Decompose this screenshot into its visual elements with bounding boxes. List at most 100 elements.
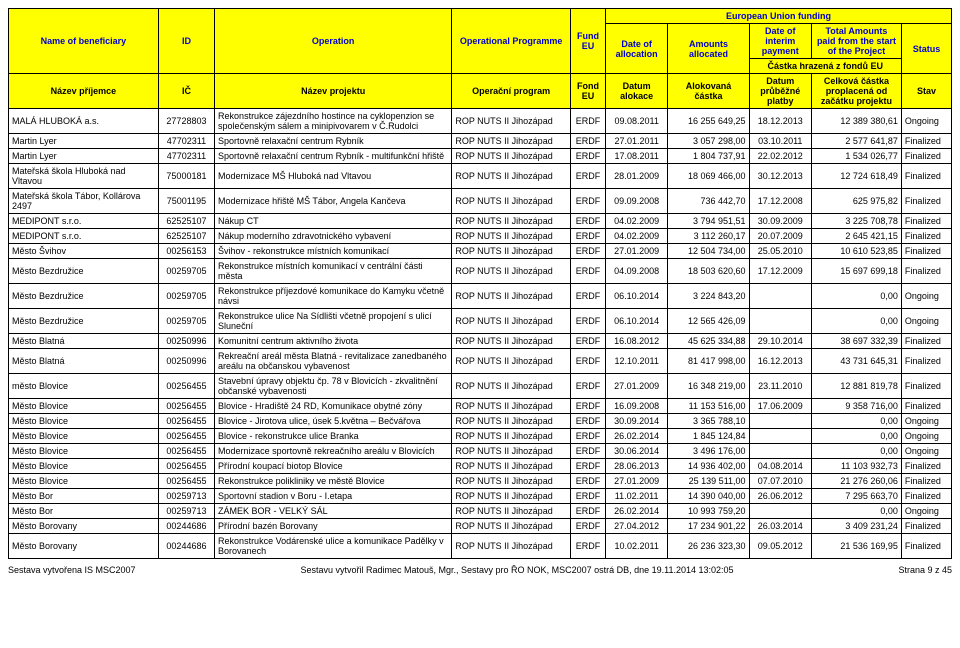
cell-status: Ongoing [901, 444, 951, 459]
cell-operation: Nákup CT [215, 214, 452, 229]
cell-total: 0,00 [811, 309, 901, 334]
cell-operation: Přírodní koupací biotop Blovice [215, 459, 452, 474]
cell-date-alloc: 12.10.2011 [605, 349, 667, 374]
cell-total: 3 409 231,24 [811, 519, 901, 534]
cell-programme: ROP NUTS II Jihozápad [452, 349, 571, 374]
cell-status: Ongoing [901, 504, 951, 519]
cell-date-pay: 09.05.2012 [749, 534, 811, 559]
cell-status: Finalized [901, 474, 951, 489]
cell-amount: 3 496 176,00 [668, 444, 749, 459]
cell-date-pay: 17.06.2009 [749, 399, 811, 414]
cell-programme: ROP NUTS II Jihozápad [452, 414, 571, 429]
cell-id: 62525107 [158, 214, 214, 229]
table-body: MALÁ HLUBOKÁ a.s.27728803Rekonstrukce zá… [9, 109, 952, 559]
cell-amount: 16 348 219,00 [668, 374, 749, 399]
cell-total: 12 389 380,61 [811, 109, 901, 134]
cell-fund: ERDF [570, 134, 605, 149]
cell-date-pay: 25.05.2010 [749, 244, 811, 259]
cell-programme: ROP NUTS II Jihozápad [452, 164, 571, 189]
cell-total: 15 697 699,18 [811, 259, 901, 284]
cell-amount: 81 417 998,00 [668, 349, 749, 374]
cell-fund: ERDF [570, 244, 605, 259]
table-row: Město Bezdružice00259705Rekonstrukce mís… [9, 259, 952, 284]
cell-beneficiary: Město Blovice [9, 399, 159, 414]
cell-beneficiary: Město Blovice [9, 474, 159, 489]
cell-operation: Modernizace hřiště MŠ Tábor, Angela Kanč… [215, 189, 452, 214]
cell-id: 00256455 [158, 459, 214, 474]
cell-fund: ERDF [570, 149, 605, 164]
col-beneficiary-en: Name of beneficiary [9, 9, 159, 74]
table-row: Město Blovice00256455Přírodní koupací bi… [9, 459, 952, 474]
cell-date-pay: 18.12.2013 [749, 109, 811, 134]
cell-status: Finalized [901, 259, 951, 284]
cell-amount: 10 993 759,20 [668, 504, 749, 519]
table-row: MEDIPONT s.r.o.62525107Nákup moderního z… [9, 229, 952, 244]
table-row: Město Borovany00244686Přírodní bazén Bor… [9, 519, 952, 534]
cell-id: 00250996 [158, 334, 214, 349]
cell-status: Finalized [901, 164, 951, 189]
table-row: Město Blovice00256455Rekonstrukce polikl… [9, 474, 952, 489]
cell-amount: 16 255 649,25 [668, 109, 749, 134]
col-programme-en: Operational Programme [452, 9, 571, 74]
cell-status: Finalized [901, 214, 951, 229]
cell-id: 00256153 [158, 244, 214, 259]
table-row: Město Bor00259713ZÁMEK BOR - VELKÝ SÁLRO… [9, 504, 952, 519]
cell-date-pay: 04.08.2014 [749, 459, 811, 474]
cell-operation: Rekreační areál města Blatná - revitaliz… [215, 349, 452, 374]
table-row: Město Bor00259713Sportovní stadion v Bor… [9, 489, 952, 504]
col-id-cz: IČ [158, 74, 214, 109]
cell-date-pay [749, 504, 811, 519]
cell-operation: Sportovně relaxační centrum Rybník - mul… [215, 149, 452, 164]
cell-total: 11 103 932,73 [811, 459, 901, 474]
col-fund-cz: Fond EU [570, 74, 605, 109]
cell-fund: ERDF [570, 534, 605, 559]
cell-status: Ongoing [901, 109, 951, 134]
cell-programme: ROP NUTS II Jihozápad [452, 374, 571, 399]
cell-beneficiary: Město Borovany [9, 519, 159, 534]
cell-beneficiary: Město Bezdružice [9, 259, 159, 284]
col-amounts-cz: Alokovaná částka [668, 74, 749, 109]
cell-operation: Blovice - Hradiště 24 RD, Komunikace oby… [215, 399, 452, 414]
cell-fund: ERDF [570, 334, 605, 349]
cell-id: 00244686 [158, 534, 214, 559]
cell-operation: Komunitní centrum aktivního života [215, 334, 452, 349]
cell-total: 10 610 523,85 [811, 244, 901, 259]
cell-fund: ERDF [570, 259, 605, 284]
cell-fund: ERDF [570, 164, 605, 189]
footer-center: Sestavu vytvořil Radimec Matouš, Mgr., S… [300, 565, 733, 575]
cell-amount: 14 936 402,00 [668, 459, 749, 474]
col-fund-en: Fund EU [570, 9, 605, 74]
cell-fund: ERDF [570, 189, 605, 214]
cell-status: Finalized [901, 189, 951, 214]
cell-programme: ROP NUTS II Jihozápad [452, 429, 571, 444]
cell-date-alloc: 11.02.2011 [605, 489, 667, 504]
table-row: Město Blovice00256455Modernizace sportov… [9, 444, 952, 459]
page-footer: Sestava vytvořena IS MSC2007 Sestavu vyt… [8, 565, 952, 575]
cell-programme: ROP NUTS II Jihozápad [452, 189, 571, 214]
cell-fund: ERDF [570, 349, 605, 374]
table-row: Martin Lyer47702311Sportovně relaxační c… [9, 149, 952, 164]
cell-beneficiary: Město Blatná [9, 334, 159, 349]
cell-status: Finalized [901, 459, 951, 474]
cell-id: 00256455 [158, 474, 214, 489]
col-castka-fondu: Částka hrazená z fondů EU [749, 59, 901, 74]
col-total-en: Total Amounts paid from the start of the… [811, 24, 901, 59]
cell-date-alloc: 27.01.2009 [605, 474, 667, 489]
cell-amount: 3 365 788,10 [668, 414, 749, 429]
cell-id: 00244686 [158, 519, 214, 534]
cell-id: 00259713 [158, 489, 214, 504]
table-row: Město Švihov00256153Švihov - rekonstrukc… [9, 244, 952, 259]
cell-beneficiary: Město Borovany [9, 534, 159, 559]
col-beneficiary-cz: Název příjemce [9, 74, 159, 109]
cell-amount: 1 845 124,84 [668, 429, 749, 444]
cell-amount: 3 112 260,17 [668, 229, 749, 244]
cell-date-alloc: 26.02.2014 [605, 429, 667, 444]
cell-beneficiary: Město Blovice [9, 414, 159, 429]
cell-total: 9 358 716,00 [811, 399, 901, 414]
cell-total: 21 536 169,95 [811, 534, 901, 559]
cell-amount: 26 236 323,30 [668, 534, 749, 559]
col-date-alloc-en: Date of allocation [605, 24, 667, 74]
cell-date-pay: 30.09.2009 [749, 214, 811, 229]
cell-programme: ROP NUTS II Jihozápad [452, 534, 571, 559]
cell-programme: ROP NUTS II Jihozápad [452, 474, 571, 489]
